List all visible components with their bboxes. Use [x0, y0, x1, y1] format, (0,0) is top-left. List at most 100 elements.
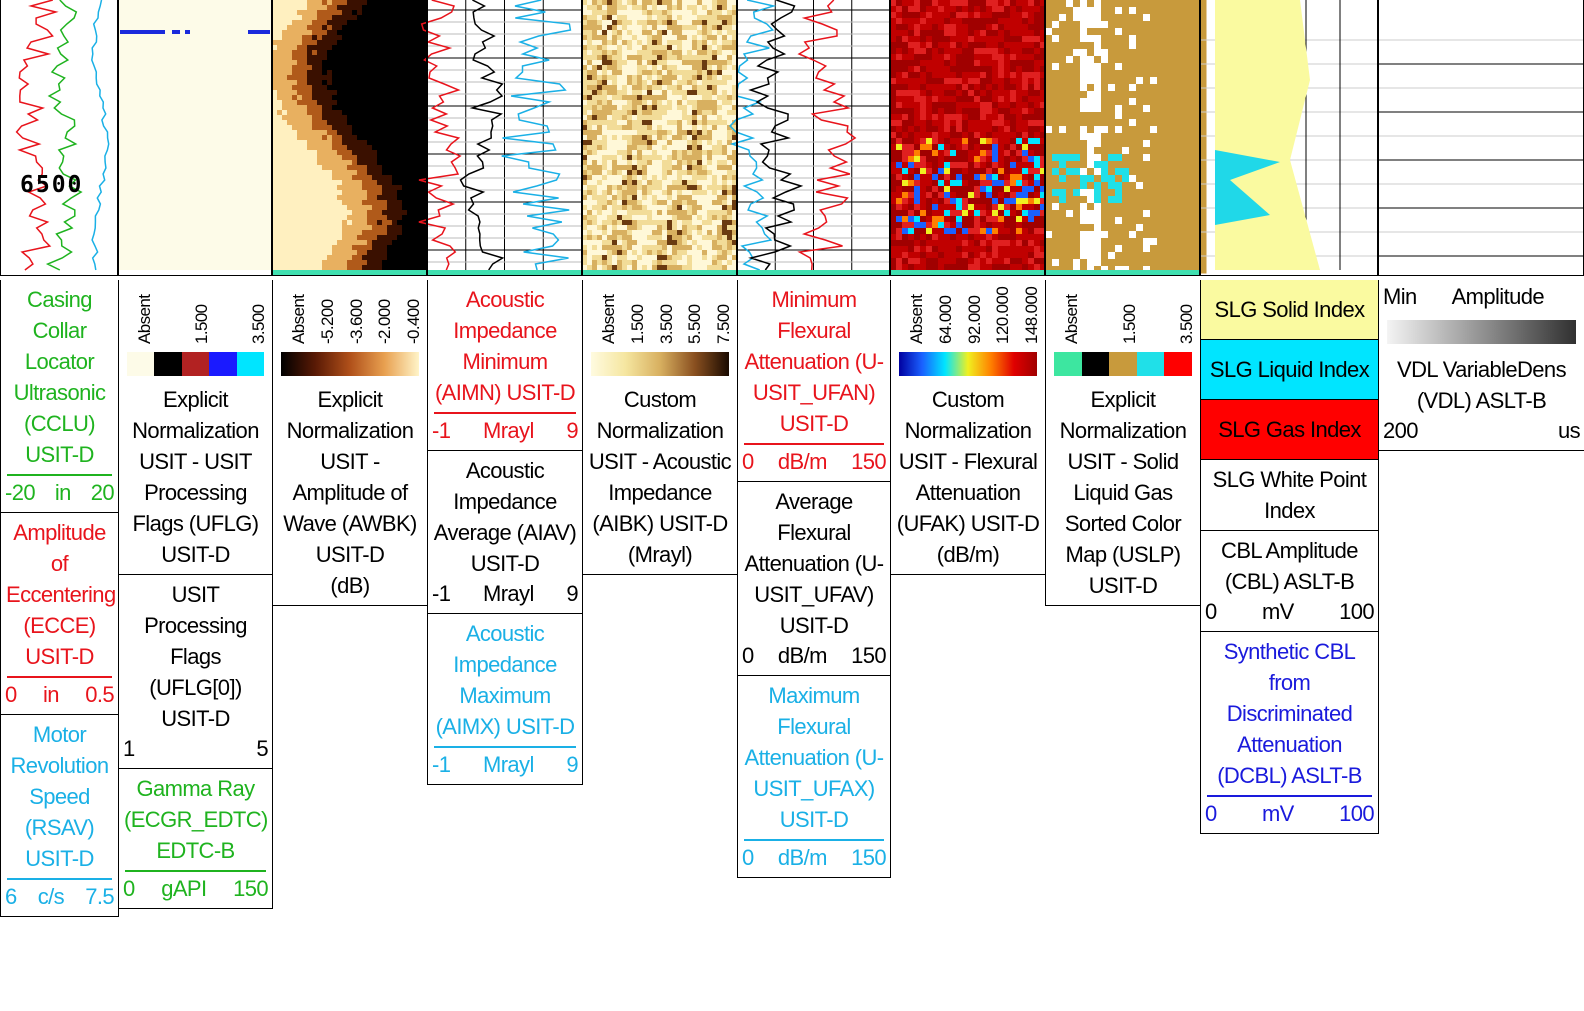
cell	[687, 175, 693, 181]
cell	[1136, 63, 1144, 71]
cell	[282, 195, 288, 201]
cell	[387, 0, 393, 6]
cell	[417, 210, 423, 216]
cell	[612, 255, 618, 261]
cell	[914, 60, 921, 67]
heatmap	[272, 0, 428, 271]
cell	[602, 65, 608, 71]
cell	[707, 95, 713, 101]
cell	[1136, 28, 1144, 36]
cell	[697, 70, 703, 76]
cell	[1034, 210, 1041, 217]
cell	[968, 24, 975, 31]
cell	[896, 132, 903, 139]
cell	[307, 130, 313, 136]
cell	[287, 235, 293, 241]
cell	[602, 265, 608, 271]
cell	[317, 215, 323, 221]
cell	[1192, 84, 1200, 92]
cell	[1080, 63, 1088, 71]
cell	[292, 215, 298, 221]
cell	[292, 100, 298, 106]
cell	[602, 75, 608, 81]
cell	[402, 260, 408, 266]
cell	[422, 45, 428, 51]
cell	[980, 252, 987, 259]
cell	[647, 210, 653, 216]
cell	[612, 175, 618, 181]
cell	[1040, 30, 1047, 37]
cell	[342, 120, 348, 126]
cell	[607, 200, 613, 206]
cell	[667, 115, 673, 121]
cell	[312, 260, 318, 266]
cell	[1108, 0, 1116, 8]
cell	[950, 246, 957, 253]
cell	[612, 265, 618, 271]
cell	[707, 230, 713, 236]
cell	[622, 195, 628, 201]
cell	[342, 70, 348, 76]
cell	[647, 250, 653, 256]
cell	[974, 114, 981, 121]
cell	[297, 85, 303, 91]
cell	[282, 150, 288, 156]
cell	[397, 70, 403, 76]
cell	[402, 265, 408, 271]
cell	[307, 225, 313, 231]
cell	[968, 60, 975, 67]
cell	[607, 0, 613, 6]
cell	[702, 255, 708, 261]
cell	[332, 100, 338, 106]
cell	[372, 200, 378, 206]
cell	[1094, 35, 1102, 43]
cell	[992, 36, 999, 43]
cell	[1010, 6, 1017, 13]
cell	[914, 192, 921, 199]
cell	[397, 60, 403, 66]
cell	[307, 120, 313, 126]
cell	[722, 25, 728, 31]
cell	[417, 200, 423, 206]
cell	[908, 132, 915, 139]
cell	[302, 5, 308, 11]
cell	[944, 228, 951, 235]
cell	[687, 70, 693, 76]
cell	[347, 110, 353, 116]
cell	[1094, 119, 1102, 127]
cell	[627, 235, 633, 241]
cell	[920, 180, 927, 187]
cell	[950, 186, 957, 193]
cell	[732, 20, 738, 26]
cell	[282, 50, 288, 56]
cell	[382, 95, 388, 101]
cell	[1059, 112, 1067, 120]
cell	[932, 198, 939, 205]
cell	[322, 20, 328, 26]
cell	[914, 36, 921, 43]
cell	[697, 165, 703, 171]
cell	[1171, 42, 1179, 50]
cell	[1045, 21, 1053, 29]
cell	[896, 240, 903, 247]
cell	[657, 235, 663, 241]
cell	[612, 220, 618, 226]
cell	[337, 140, 343, 146]
cell	[332, 215, 338, 221]
cell	[292, 225, 298, 231]
cell	[377, 245, 383, 251]
cell	[1066, 84, 1074, 92]
cell	[974, 36, 981, 43]
cell	[612, 90, 618, 96]
cell	[642, 260, 648, 266]
cell	[1028, 60, 1035, 67]
cell	[337, 0, 343, 6]
cell	[944, 12, 951, 19]
cell	[382, 135, 388, 141]
cell	[352, 85, 358, 91]
cell	[687, 65, 693, 71]
cell	[1157, 112, 1165, 120]
cell	[322, 160, 328, 166]
cell	[1010, 48, 1017, 55]
cell	[914, 246, 921, 253]
